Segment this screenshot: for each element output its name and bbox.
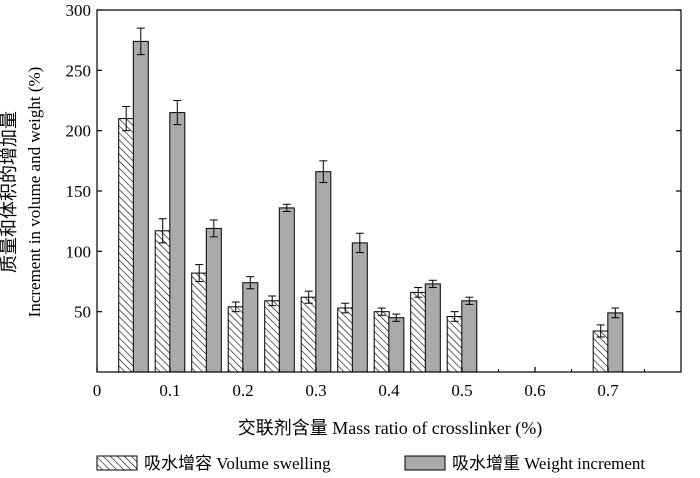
bar-weight-increment-1 bbox=[169, 112, 186, 373]
bar-volume-swelling-0 bbox=[118, 118, 135, 373]
bar-weight-increment-10 bbox=[607, 312, 624, 373]
y-tick-label-1: 100 bbox=[66, 242, 92, 261]
legend-swatch-weight-increment bbox=[404, 455, 446, 471]
error-bar-weight-increment-9 bbox=[465, 296, 474, 305]
error-bar-volume-swelling-5 bbox=[304, 290, 313, 304]
bar-weight-increment-2 bbox=[205, 227, 222, 373]
error-bar-volume-swelling-0 bbox=[122, 106, 131, 132]
error-bar-volume-swelling-4 bbox=[268, 295, 277, 307]
error-bars-layer bbox=[122, 27, 620, 338]
legend: 吸水增容 Volume swelling 吸水增重 Weight increme… bbox=[96, 454, 645, 473]
y-tick-label-0: 50 bbox=[74, 303, 91, 322]
y-axis-label-group: 质量和体积的增加量 Increment in volume and weight… bbox=[0, 67, 44, 318]
bar-weight-increment-7 bbox=[388, 317, 405, 373]
bar-weight-increment-0 bbox=[132, 40, 149, 373]
error-bar-weight-increment-3 bbox=[246, 276, 255, 290]
bars-layer bbox=[118, 40, 624, 373]
bar-volume-swelling-8 bbox=[410, 291, 427, 373]
error-bar-weight-increment-1 bbox=[173, 100, 182, 126]
y-tick-label-3: 200 bbox=[66, 122, 92, 141]
x-axis-label: 交联剂含量 Mass ratio of crosslinker (%) bbox=[238, 418, 542, 439]
error-bar-volume-swelling-6 bbox=[341, 302, 350, 314]
x-tick-label-7: 0.7 bbox=[597, 381, 619, 400]
bar-volume-swelling-6 bbox=[337, 307, 354, 373]
error-bar-volume-swelling-2 bbox=[195, 264, 204, 282]
x-tick-label-2: 0.2 bbox=[232, 381, 253, 400]
error-bar-weight-increment-6 bbox=[355, 232, 364, 254]
error-bar-weight-increment-8 bbox=[428, 279, 437, 289]
error-bar-volume-swelling-10 bbox=[596, 324, 605, 338]
x-axis-ticks: 0 0.1 0.2 0.3 0.4 0.5 0.6 0.7 bbox=[93, 367, 645, 400]
error-bar-volume-swelling-3 bbox=[231, 301, 240, 313]
bar-volume-swelling-7 bbox=[373, 311, 390, 373]
error-bar-volume-swelling-7 bbox=[377, 307, 386, 316]
bar-weight-increment-6 bbox=[351, 242, 368, 373]
error-bar-weight-increment-5 bbox=[319, 160, 328, 184]
x-tick-label-3: 0.3 bbox=[305, 381, 326, 400]
bar-weight-increment-3 bbox=[242, 282, 259, 373]
legend-swatch-volume-swelling bbox=[96, 455, 138, 471]
bar-weight-increment-4 bbox=[278, 207, 295, 373]
x-tick-label-1: 0.1 bbox=[159, 381, 180, 400]
bar-volume-swelling-5 bbox=[300, 296, 317, 373]
legend-label-weight-increment: 吸水增重 Weight increment bbox=[452, 454, 645, 473]
bar-volume-swelling-9 bbox=[446, 316, 463, 373]
y-axis-label-chinese: 质量和体积的增加量 bbox=[0, 111, 19, 273]
error-bar-volume-swelling-1 bbox=[158, 218, 167, 244]
y-axis-label-english: Increment in volume and weight (%) bbox=[25, 67, 44, 318]
x-tick-label-4: 0.4 bbox=[378, 381, 400, 400]
error-bar-weight-increment-7 bbox=[392, 313, 401, 322]
error-bar-weight-increment-0 bbox=[136, 27, 145, 56]
y-tick-label-2: 150 bbox=[66, 182, 92, 201]
x-tick-label-5: 0.5 bbox=[451, 381, 472, 400]
x-tick-label-0: 0 bbox=[93, 381, 102, 400]
bar-volume-swelling-3 bbox=[227, 306, 244, 373]
y-tick-label-5: 300 bbox=[66, 1, 92, 20]
error-bar-weight-increment-2 bbox=[209, 219, 218, 238]
bar-volume-swelling-1 bbox=[154, 230, 171, 373]
error-bar-volume-swelling-8 bbox=[414, 287, 423, 298]
error-bar-weight-increment-4 bbox=[282, 203, 291, 213]
bar-weight-increment-9 bbox=[461, 300, 478, 373]
bar-volume-swelling-2 bbox=[191, 272, 208, 373]
bar-weight-increment-8 bbox=[424, 283, 441, 373]
y-tick-label-4: 250 bbox=[66, 61, 92, 80]
y-axis-ticks: 50 100 150 200 250 300 bbox=[66, 1, 681, 322]
error-bar-volume-swelling-9 bbox=[450, 311, 459, 322]
x-tick-label-6: 0.6 bbox=[524, 381, 545, 400]
bar-volume-swelling-4 bbox=[264, 300, 281, 373]
bar-weight-increment-5 bbox=[315, 171, 332, 373]
error-bar-weight-increment-10 bbox=[611, 307, 620, 319]
legend-label-volume-swelling: 吸水增容 Volume swelling bbox=[144, 454, 331, 473]
